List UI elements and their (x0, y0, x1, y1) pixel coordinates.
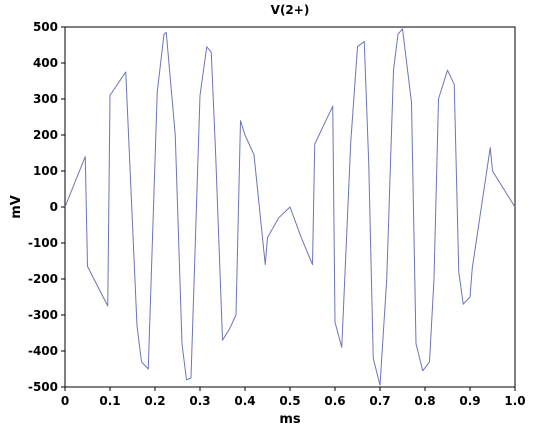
y-tick-label: 0 (50, 200, 58, 214)
x-tick-label: 0.7 (369, 394, 390, 408)
y-tick-label: 200 (33, 128, 58, 142)
x-tick-label: 0.8 (414, 394, 435, 408)
x-tick-label: 0.4 (234, 394, 255, 408)
x-tick-label: 0 (61, 394, 69, 408)
x-tick-label: 0.6 (324, 394, 345, 408)
x-tick-label: 0.3 (189, 394, 210, 408)
y-axis-title: mV (9, 195, 24, 219)
y-tick-label: -100 (28, 236, 58, 250)
chart-title: V(2+) (271, 3, 310, 17)
x-tick-label: 0.9 (459, 394, 480, 408)
series-line-0 (64, 28, 516, 386)
x-axis-title: ms (279, 412, 301, 427)
x-tick-label: 0.1 (99, 394, 120, 408)
y-axis-ticks: 500 400 300 200 100 0 -100 -200 -300 -400 -500 (28, 20, 65, 394)
y-tick-label: -500 (28, 380, 58, 394)
y-tick-label: 500 (33, 20, 58, 34)
x-tick-label: 0.5 (279, 394, 300, 408)
x-tick-label: 1.0 (504, 394, 525, 408)
x-axis-ticks: 0 0.1 0.2 0.3 0.4 0.5 0.6 0.7 0.8 0.9 1.0 (61, 387, 526, 408)
x-tick-label: 0.2 (144, 394, 165, 408)
y-tick-label: 300 (33, 92, 58, 106)
y-tick-label: 100 (33, 164, 58, 178)
series-layer (64, 28, 516, 386)
y-tick-label: 400 (33, 56, 58, 70)
y-tick-label: -400 (28, 344, 58, 358)
y-tick-label: -200 (28, 272, 58, 286)
y-tick-label: -300 (28, 308, 58, 322)
